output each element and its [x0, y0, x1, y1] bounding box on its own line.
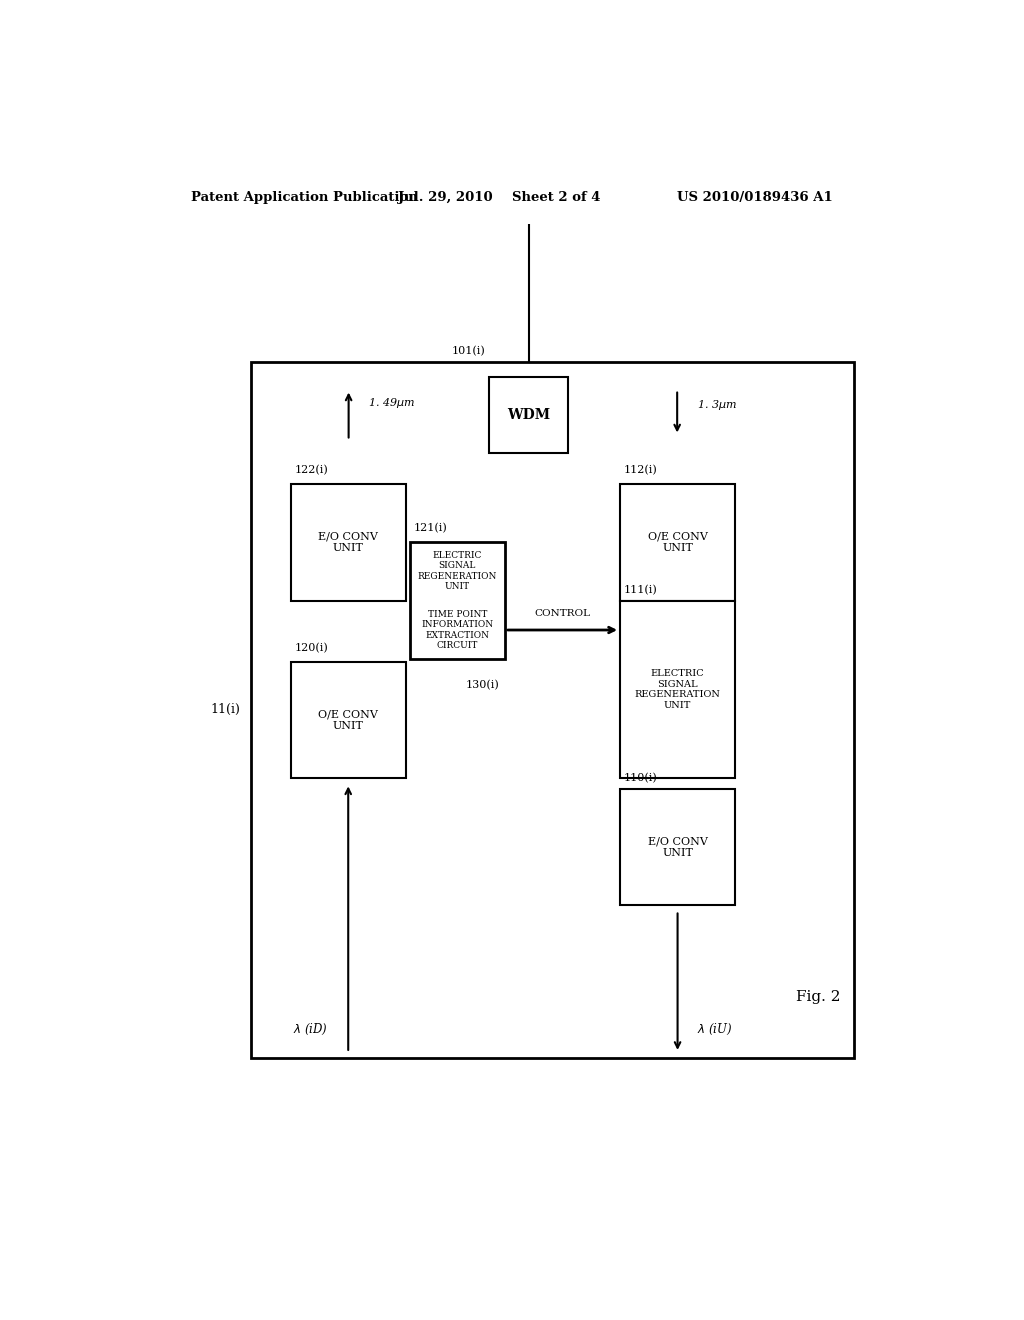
Text: ELECTRIC
SIGNAL
REGENERATION
UNIT: ELECTRIC SIGNAL REGENERATION UNIT — [635, 669, 721, 710]
Text: $\lambda$ (iD): $\lambda$ (iD) — [293, 1022, 329, 1038]
Text: ELECTRIC
SIGNAL
REGENERATION
UNIT: ELECTRIC SIGNAL REGENERATION UNIT — [418, 550, 497, 591]
Text: 121(i): 121(i) — [414, 523, 447, 533]
Bar — [620, 601, 735, 779]
Text: 130(i): 130(i) — [465, 680, 499, 690]
Text: 11(i): 11(i) — [211, 704, 241, 717]
Text: 122(i): 122(i) — [295, 465, 329, 475]
Text: WDM: WDM — [507, 408, 550, 422]
Text: 111(i): 111(i) — [624, 585, 657, 595]
Bar — [291, 483, 406, 601]
Text: 112(i): 112(i) — [624, 465, 657, 475]
Text: US 2010/0189436 A1: US 2010/0189436 A1 — [677, 190, 833, 203]
Text: CONTROL: CONTROL — [535, 610, 591, 618]
Text: 1. 3$\mu$m: 1. 3$\mu$m — [697, 397, 737, 412]
Text: Patent Application Publication: Patent Application Publication — [191, 190, 418, 203]
Bar — [410, 541, 505, 660]
Text: O/E CONV
UNIT: O/E CONV UNIT — [318, 709, 378, 731]
Text: TIME POINT
INFORMATION
EXTRACTION
CIRCUIT: TIME POINT INFORMATION EXTRACTION CIRCUI… — [421, 610, 494, 651]
Text: E/O CONV
UNIT: E/O CONV UNIT — [647, 836, 708, 858]
Text: 110(i): 110(i) — [624, 774, 657, 784]
Text: $\lambda$ (iU): $\lambda$ (iU) — [697, 1022, 733, 1038]
Text: Fig. 2: Fig. 2 — [797, 990, 841, 1005]
Bar — [251, 362, 854, 1057]
Bar — [620, 788, 735, 906]
Text: 1. 49$\mu$m: 1. 49$\mu$m — [369, 396, 416, 409]
Text: Jul. 29, 2010: Jul. 29, 2010 — [398, 190, 493, 203]
Text: O/E CONV
UNIT: O/E CONV UNIT — [647, 531, 708, 553]
Bar — [291, 661, 406, 779]
Text: 101(i): 101(i) — [452, 346, 485, 356]
Bar — [620, 483, 735, 601]
Text: E/O CONV
UNIT: E/O CONV UNIT — [318, 531, 378, 553]
Text: 120(i): 120(i) — [295, 643, 329, 653]
Bar — [489, 378, 568, 453]
Text: Sheet 2 of 4: Sheet 2 of 4 — [512, 190, 601, 203]
